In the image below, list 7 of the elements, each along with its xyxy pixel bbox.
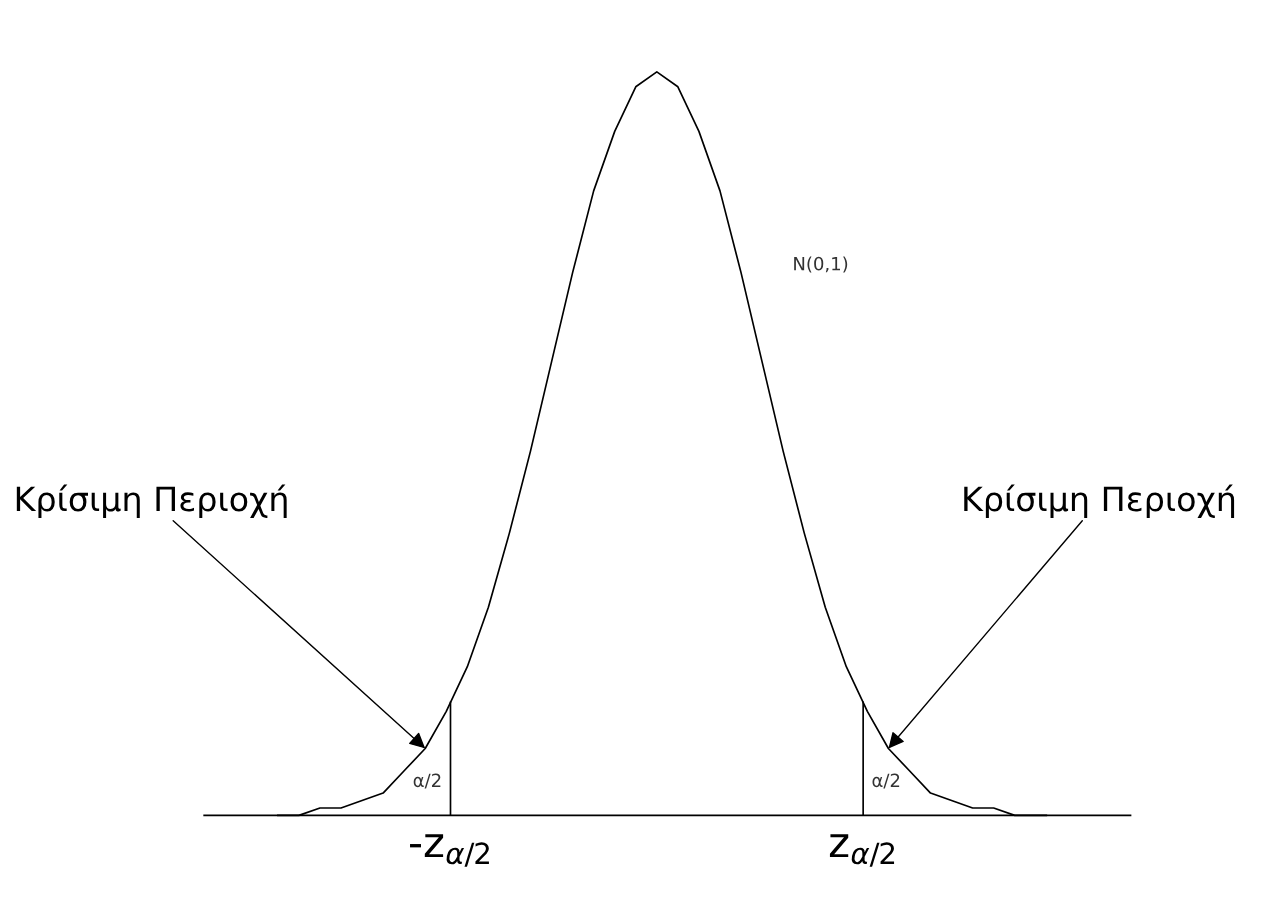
x-tick-label: z$_{α/2}$ xyxy=(829,834,895,867)
annotation: α/2 xyxy=(413,773,441,789)
annotation: Κρίσιμη Περιοχή xyxy=(16,484,287,518)
annotation: N(0,1) xyxy=(794,256,848,273)
annotation: Κρίσιμη Περιοχή xyxy=(964,484,1235,518)
annotation: α/2 xyxy=(872,773,900,789)
x-tick-label: -z$_{α/2}$ xyxy=(410,834,489,867)
